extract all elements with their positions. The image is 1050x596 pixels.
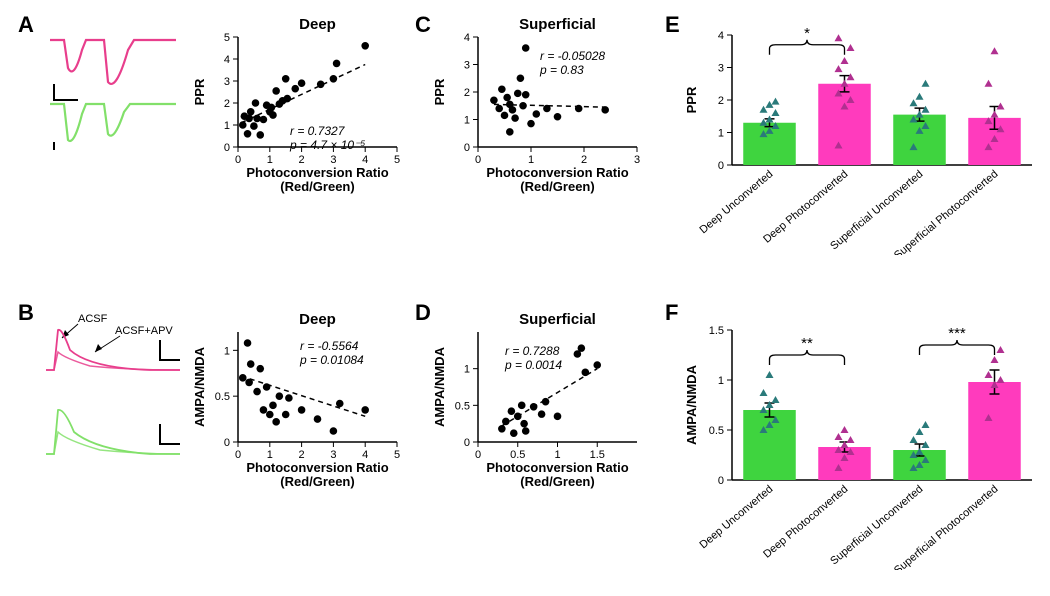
svg-text:0: 0 [464, 142, 470, 154]
svg-text:ACSF: ACSF [78, 313, 108, 325]
traces-a [48, 20, 178, 150]
svg-text:(Red/Green): (Red/Green) [280, 179, 354, 194]
svg-text:3: 3 [464, 60, 470, 72]
svg-text:(Red/Green): (Red/Green) [520, 474, 594, 489]
svg-text:0: 0 [235, 154, 241, 166]
svg-text:(Red/Green): (Red/Green) [280, 474, 354, 489]
svg-text:0: 0 [718, 475, 724, 487]
svg-text:0.5: 0.5 [455, 400, 470, 412]
svg-text:1: 1 [224, 345, 230, 357]
svg-text:**: ** [801, 335, 813, 352]
svg-text:1: 1 [224, 120, 230, 132]
svg-text:0: 0 [475, 154, 481, 166]
svg-text:PPR: PPR [432, 78, 447, 105]
bar-f: 0 0.5 1 1.5 AMPA/NMDA Deep UnconvertedDeep Ph… [680, 310, 1040, 570]
svg-text:Photoconversion Ratio: Photoconversion Ratio [246, 460, 388, 475]
svg-text:0: 0 [718, 160, 724, 172]
svg-text:(Red/Green): (Red/Green) [520, 179, 594, 194]
svg-text:AMPA/NMDA: AMPA/NMDA [192, 346, 207, 427]
svg-text:3: 3 [718, 63, 724, 75]
svg-text:r = -0.5564: r = -0.5564 [300, 339, 359, 353]
panel-label-e: E [665, 12, 680, 38]
svg-text:Superficial: Superficial [519, 311, 596, 328]
svg-text:0.5: 0.5 [709, 425, 724, 437]
svg-text:0: 0 [235, 449, 241, 461]
scatter-a: 012345012345DeepPPRPhotoconversion Ratio… [190, 15, 405, 195]
svg-text:1: 1 [464, 364, 470, 376]
svg-text:1: 1 [464, 115, 470, 127]
svg-text:Photoconversion Ratio: Photoconversion Ratio [486, 460, 628, 475]
svg-text:2: 2 [718, 95, 724, 107]
svg-text:AMPA/NMDA: AMPA/NMDA [432, 346, 447, 427]
svg-text:PPR: PPR [684, 86, 699, 113]
svg-text:4: 4 [718, 30, 724, 42]
svg-text:0: 0 [475, 449, 481, 461]
svg-text:r = 0.7327: r = 0.7327 [290, 124, 346, 138]
figure: A 0 1 2 3 4 5 0 1 2 3 4 5 Deep PPR Photoconversion Rat… [10, 10, 1040, 586]
svg-text:p = 0.0014: p = 0.0014 [504, 358, 562, 372]
svg-text:Superficial: Superficial [519, 16, 596, 33]
svg-text:Deep Unconverted: Deep Unconverted [697, 168, 775, 236]
svg-text:r = -0.05028: r = -0.05028 [540, 49, 605, 63]
svg-text:Photoconversion Ratio: Photoconversion Ratio [246, 165, 388, 180]
svg-text:p = 0.01084: p = 0.01084 [299, 353, 364, 367]
panel-label-c: C [415, 12, 431, 38]
panel-label-f: F [665, 300, 678, 326]
svg-text:3: 3 [224, 76, 230, 88]
svg-text:ACSF+APV: ACSF+APV [115, 325, 173, 337]
svg-text:0: 0 [224, 437, 230, 449]
svg-text:***: *** [948, 325, 966, 342]
traces-b: ACSF ACSF+APV [40, 310, 190, 480]
svg-text:PPR: PPR [192, 78, 207, 105]
scatter-c: 012301234SuperficialPPRPhotoconversion R… [430, 15, 645, 195]
svg-text:0.5: 0.5 [215, 391, 230, 403]
svg-text:0: 0 [464, 437, 470, 449]
scatter-b: 01234500.51DeepAMPA/NMDAPhotoconversion … [190, 310, 405, 490]
svg-text:1.5: 1.5 [709, 325, 724, 337]
svg-text:Photoconversion Ratio: Photoconversion Ratio [486, 165, 628, 180]
svg-text:r = 0.7288: r = 0.7288 [505, 344, 560, 358]
panel-label-b: B [18, 300, 34, 326]
svg-text:Deep: Deep [299, 311, 336, 328]
svg-text:5: 5 [394, 154, 400, 166]
svg-text:2: 2 [224, 98, 230, 110]
svg-text:1: 1 [718, 128, 724, 140]
svg-text:4: 4 [464, 32, 470, 44]
svg-text:5: 5 [224, 32, 230, 44]
svg-text:5: 5 [394, 449, 400, 461]
svg-text:3: 3 [634, 154, 640, 166]
svg-text:p = 0.83: p = 0.83 [539, 63, 584, 77]
svg-text:4: 4 [224, 54, 230, 66]
scatter-d: 00.511.500.51SuperficialAMPA/NMDAPhotoco… [430, 310, 645, 490]
svg-text:AMPA/NMDA: AMPA/NMDA [684, 364, 699, 445]
panel-label-d: D [415, 300, 431, 326]
svg-text:Deep Unconverted: Deep Unconverted [697, 483, 775, 551]
svg-text:Deep Photoconverted: Deep Photoconverted [761, 168, 850, 246]
svg-text:2: 2 [464, 87, 470, 99]
bar-e: 0 1 2 3 4 PPR Deep UnconvertedDeep Photoconver… [680, 15, 1040, 255]
svg-text:*: * [804, 25, 810, 42]
panel-label-a: A [18, 12, 34, 38]
svg-text:Deep Photoconverted: Deep Photoconverted [761, 483, 850, 561]
svg-text:Deep: Deep [299, 16, 336, 33]
svg-text:0: 0 [224, 142, 230, 154]
svg-text:p = 4.7 × 10⁻⁵: p = 4.7 × 10⁻⁵ [289, 138, 365, 152]
svg-text:1: 1 [718, 375, 724, 387]
